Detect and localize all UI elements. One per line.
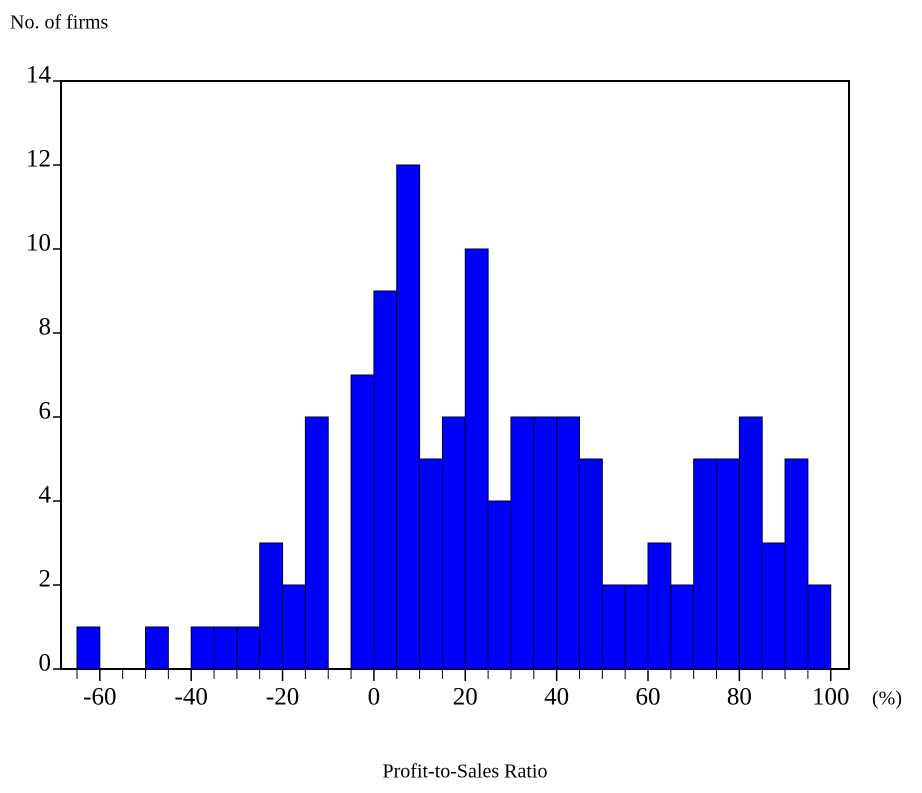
bar [784, 458, 809, 670]
bar [807, 584, 832, 670]
x-axis-label: Profit-to-Sales Ratio [383, 761, 548, 783]
x-tick-label: -20 [266, 684, 299, 711]
bar [282, 584, 306, 670]
y-axis-label: No. of firms [10, 12, 109, 34]
bar [738, 416, 763, 670]
x-axis-unit: (%) [872, 688, 902, 710]
x-tick-label: 20 [453, 684, 478, 711]
bar [419, 458, 443, 670]
bar [693, 458, 718, 670]
bar [145, 626, 169, 670]
bar [236, 626, 261, 670]
bar [647, 542, 672, 670]
bar [259, 542, 284, 670]
x-tick-label: 100 [812, 684, 850, 711]
x-tick-label: 0 [368, 684, 381, 711]
bar [578, 458, 603, 670]
bar [716, 458, 740, 670]
y-tick-label: 0 [39, 650, 52, 677]
bar [350, 374, 375, 670]
bar [373, 290, 398, 670]
bar [601, 584, 626, 670]
bar [464, 248, 489, 670]
y-tick-label: 12 [26, 146, 51, 173]
bar [670, 584, 695, 670]
x-tick-label: -40 [175, 684, 208, 711]
y-tick-label: 14 [26, 62, 52, 89]
bar [556, 416, 580, 670]
y-tick-label: 8 [39, 314, 52, 341]
bar [304, 416, 329, 670]
bar [396, 164, 421, 670]
y-tick-label: 10 [26, 230, 51, 257]
bar [487, 500, 512, 670]
y-tick-label: 2 [39, 566, 52, 593]
bar [190, 626, 215, 670]
bar [213, 626, 238, 670]
x-tick-label: -60 [83, 684, 116, 711]
x-tick-label: 40 [544, 684, 569, 711]
bar [624, 584, 649, 670]
bar [441, 416, 466, 670]
x-tick-label: 60 [636, 684, 661, 711]
bar [510, 416, 535, 670]
bar [761, 542, 786, 670]
x-tick-label: 80 [727, 684, 752, 711]
bar [76, 626, 101, 670]
y-tick-label: 6 [39, 398, 52, 425]
y-tick-label: 4 [39, 482, 52, 509]
bar [533, 416, 558, 670]
